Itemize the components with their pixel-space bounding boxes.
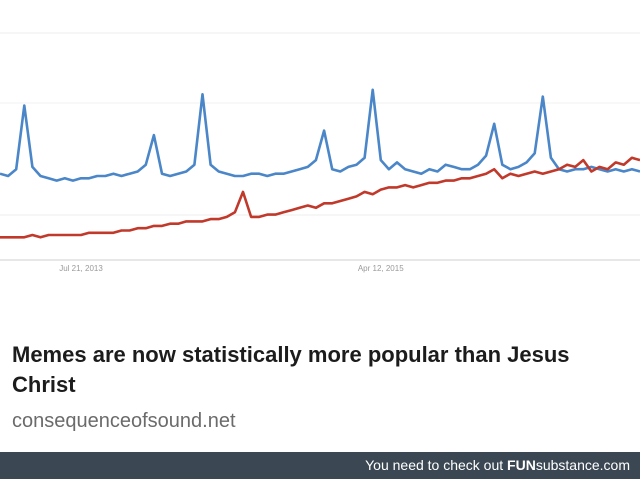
footer-brand: substance.com bbox=[535, 457, 630, 473]
series-line bbox=[0, 156, 640, 239]
series-line bbox=[0, 88, 640, 182]
chart: Jul 21, 2013 Apr 12, 2015 bbox=[0, 32, 640, 273]
x-tick-label: Apr 12, 2015 bbox=[358, 264, 404, 273]
footer-brand: FUN bbox=[507, 457, 536, 473]
footer-text: You need to check out bbox=[365, 457, 504, 473]
headline: Memes are now statistically more popular… bbox=[12, 342, 570, 397]
x-tick-label: Jul 21, 2013 bbox=[59, 264, 103, 273]
footer-bar: You need to check out FUNsubstance.com bbox=[0, 452, 640, 479]
source: consequenceofsound.net bbox=[12, 410, 236, 432]
